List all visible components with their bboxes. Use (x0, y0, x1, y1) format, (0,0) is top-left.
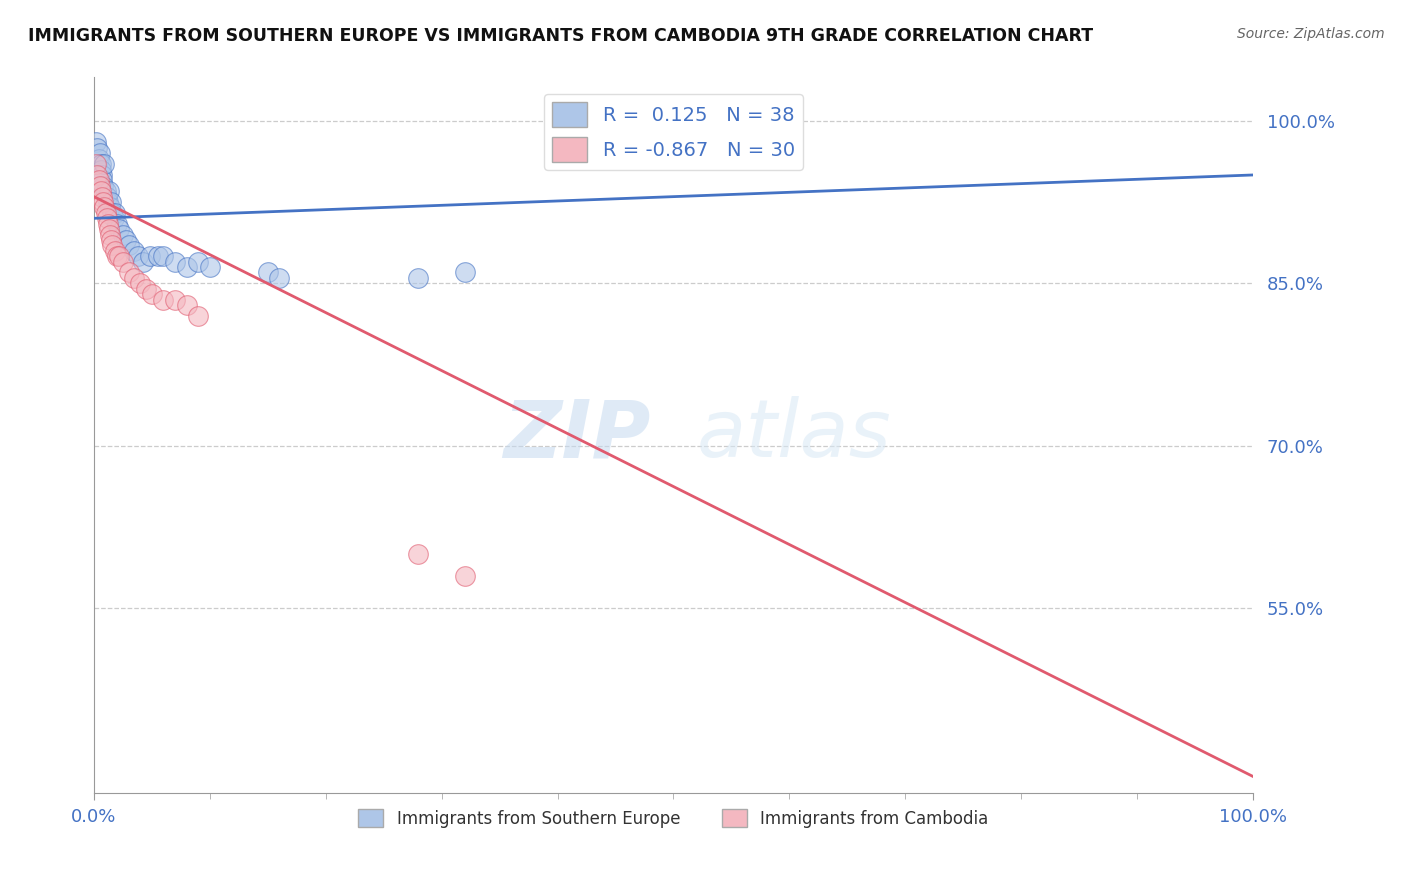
Point (91, 189, 114, 203)
Point (256, 265, 278, 279)
Point (187, 309, 209, 323)
Point (105, 249, 128, 263)
Point (101, 206, 124, 220)
Point (129, 277, 152, 291)
Point (89, 146, 111, 161)
Point (93, 201, 115, 215)
Point (100, 233, 122, 247)
Point (98, 222, 121, 236)
Point (98, 227, 121, 242)
Point (138, 249, 160, 263)
Point (408, 547, 430, 561)
Point (98, 201, 121, 215)
Point (98, 184, 121, 198)
Point (84, 136, 107, 150)
Point (96, 211, 118, 226)
Point (104, 244, 127, 258)
Point (97, 195, 120, 210)
Point (89, 178, 111, 193)
Point (90, 157, 112, 171)
Point (91, 168, 114, 182)
Point (91, 173, 114, 187)
Point (84, 157, 107, 171)
Point (408, 271, 430, 285)
Point (91, 178, 114, 193)
Point (90, 162, 112, 177)
Point (187, 254, 209, 268)
Point (135, 282, 157, 296)
Text: Source: ZipAtlas.com: Source: ZipAtlas.com (1237, 27, 1385, 41)
Point (152, 249, 174, 263)
Point (124, 271, 146, 285)
Point (90, 184, 112, 198)
Point (127, 249, 149, 263)
Point (152, 293, 174, 307)
Point (86, 141, 108, 155)
Point (108, 222, 131, 236)
Point (97, 217, 120, 231)
Text: atlas: atlas (696, 396, 891, 474)
Point (118, 238, 141, 252)
Point (111, 254, 134, 268)
Point (86, 168, 108, 182)
Point (96, 189, 118, 203)
Point (118, 265, 141, 279)
Point (115, 233, 138, 247)
Point (176, 298, 198, 312)
Legend: Immigrants from Southern Europe, Immigrants from Cambodia: Immigrants from Southern Europe, Immigra… (352, 803, 995, 834)
Point (454, 265, 477, 279)
Point (141, 287, 163, 301)
Point (108, 249, 131, 263)
Point (131, 254, 153, 268)
Point (91, 195, 114, 210)
Point (111, 227, 134, 242)
Point (104, 206, 127, 220)
Point (93, 157, 115, 171)
Point (105, 217, 128, 231)
Point (124, 244, 146, 258)
Text: ZIP: ZIP (503, 396, 650, 474)
Point (100, 195, 122, 210)
Point (165, 293, 187, 307)
Point (103, 211, 125, 226)
Point (87, 152, 110, 166)
Point (87, 173, 110, 187)
Point (146, 249, 169, 263)
Point (176, 260, 198, 274)
Point (94, 206, 117, 220)
Point (101, 238, 124, 252)
Text: IMMIGRANTS FROM SOUTHERN EUROPE VS IMMIGRANTS FROM CAMBODIA 9TH GRADE CORRELATIO: IMMIGRANTS FROM SOUTHERN EUROPE VS IMMIG… (28, 27, 1094, 45)
Point (94, 184, 117, 198)
Point (269, 271, 291, 285)
Point (198, 260, 221, 274)
Point (454, 569, 477, 583)
Point (165, 254, 187, 268)
